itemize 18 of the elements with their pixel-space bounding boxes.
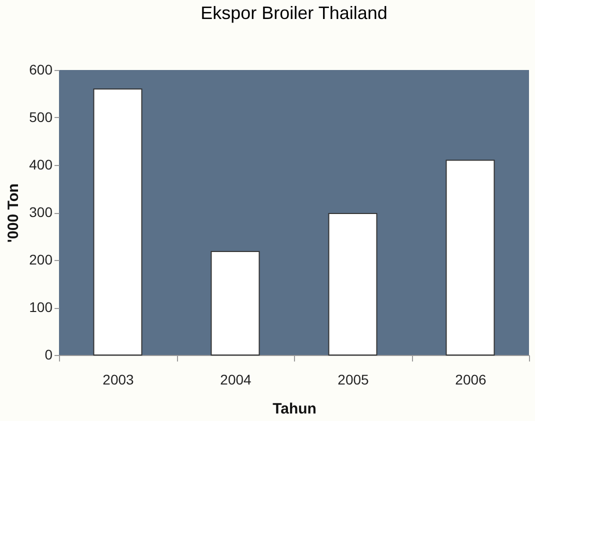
y-tick-label: 300 — [29, 204, 53, 220]
chart-title: Ekspor Broiler Thailand — [200, 3, 388, 23]
x-tick-label: 2005 — [338, 372, 370, 388]
y-tick-label: 0 — [44, 346, 53, 362]
y-tick-label: 200 — [29, 252, 53, 268]
x-tick-label: 2003 — [102, 372, 134, 388]
y-tick-label: 500 — [29, 109, 53, 125]
y-tick-label: 400 — [29, 156, 53, 172]
x-tick-label: 2006 — [455, 372, 487, 388]
y-tick-label: 600 — [29, 62, 53, 78]
bar — [210, 250, 260, 356]
y-tick-label: 100 — [29, 299, 53, 315]
x-axis-title: Tahun — [272, 400, 316, 418]
bar — [446, 160, 495, 356]
x-tick-label: 2004 — [220, 372, 252, 388]
bar — [328, 212, 378, 356]
y-axis-title: '000 Ton — [5, 183, 22, 243]
bar — [93, 88, 142, 356]
